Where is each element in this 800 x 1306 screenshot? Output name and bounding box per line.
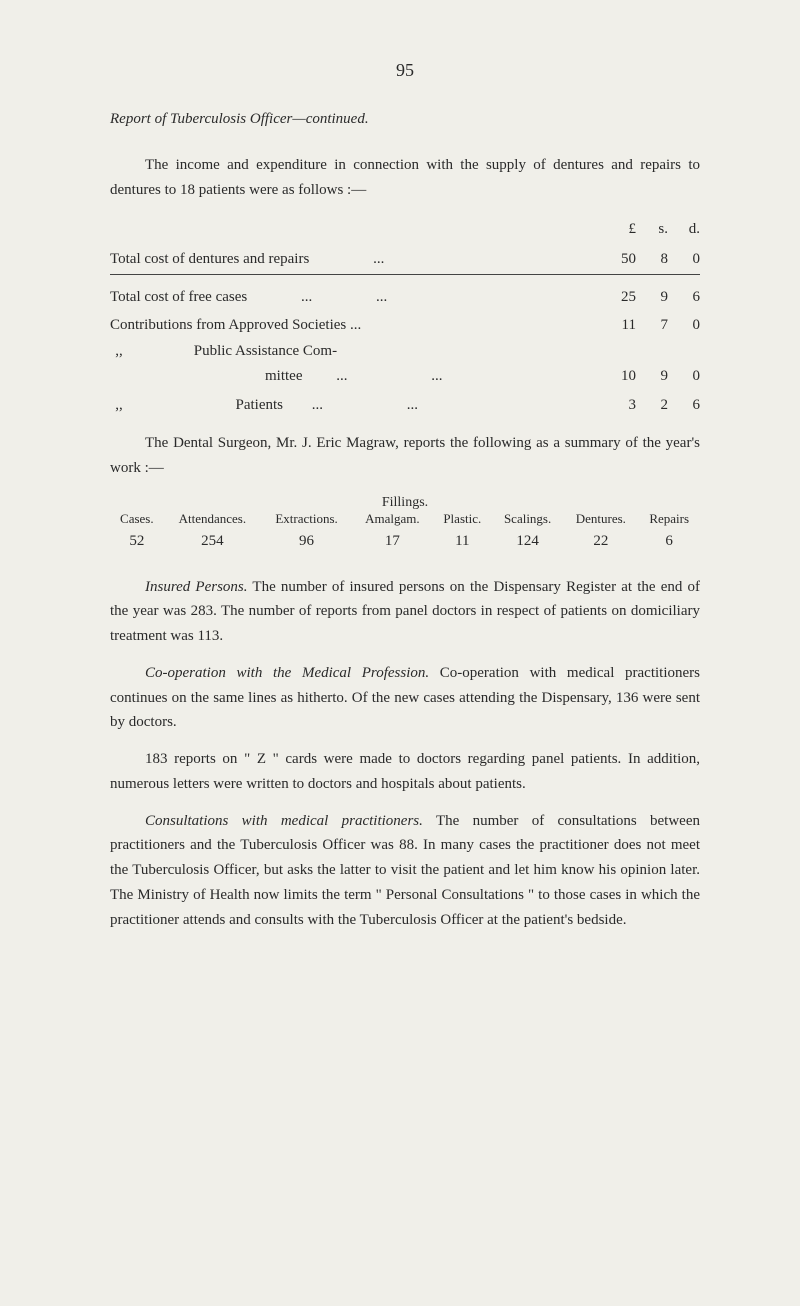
- amount-l: 50: [604, 245, 636, 274]
- ellipsis: ...: [373, 251, 384, 267]
- amount-d: 0: [668, 311, 700, 340]
- row-label: Patients: [236, 397, 284, 413]
- col-header: Extractions.: [261, 511, 352, 533]
- amount-s: 9: [636, 274, 668, 311]
- currency-pence: d.: [668, 215, 700, 246]
- z-cards-paragraph: 183 reports on " Z " cards were made to …: [110, 747, 700, 797]
- ellipsis: ...: [301, 289, 312, 305]
- ellipsis: ...: [431, 368, 442, 384]
- consultations-paragraph: Consultations with medical practitioners…: [110, 809, 700, 933]
- cell-value: 22: [563, 533, 638, 550]
- section-header: Report of Tuberculosis Officer—continued…: [110, 111, 700, 128]
- col-header: Dentures.: [563, 511, 638, 533]
- fillings-header: Fillings.: [110, 495, 700, 511]
- row-label: Public Assistance Com-: [194, 340, 337, 363]
- col-header: Scalings.: [492, 511, 563, 533]
- amount-s: 7: [636, 311, 668, 340]
- cell-value: 11: [433, 533, 492, 550]
- cell-value: 52: [110, 533, 164, 550]
- ellipsis: ...: [336, 368, 347, 384]
- row-label: Total cost of free cases: [110, 289, 247, 305]
- para-lead: Consultations with medical practitioners…: [145, 813, 423, 829]
- cell-value: 17: [352, 533, 433, 550]
- amount-d: 0: [668, 245, 700, 274]
- table-row: Total cost of free cases ... ... 25 9 6: [110, 274, 700, 311]
- col-header: Repairs: [638, 511, 700, 533]
- ellipsis: ...: [376, 289, 387, 305]
- table-row: Total cost of dentures and repairs ... 5…: [110, 245, 700, 274]
- table-row: mittee ... ... 10 9 0: [110, 362, 700, 391]
- amount-d: 6: [668, 274, 700, 311]
- intro-paragraph: The income and expenditure in connection…: [110, 153, 700, 203]
- amount-d: 6: [668, 391, 700, 420]
- row-label: Total cost of dentures and repairs: [110, 251, 309, 267]
- cooperation-paragraph: Co-operation with the Medical Profession…: [110, 661, 700, 735]
- ellipsis: ...: [312, 397, 323, 413]
- insured-paragraph: Insured Persons. The number of insured p…: [110, 575, 700, 649]
- amount-s: 9: [636, 362, 668, 391]
- para-lead: Insured Persons.: [145, 579, 248, 595]
- ellipsis: ...: [407, 397, 418, 413]
- amount-s: 8: [636, 245, 668, 274]
- cell-value: 254: [164, 533, 261, 550]
- table-row: ,, Public Assistance Com-: [110, 340, 700, 363]
- amount-s: 2: [636, 391, 668, 420]
- currency-pound: £: [604, 215, 636, 246]
- row-label: mittee: [265, 368, 303, 384]
- stats-table: Cases. Attendances. Extractions. Amalgam…: [110, 511, 700, 550]
- col-header: Attendances.: [164, 511, 261, 533]
- col-header: Cases.: [110, 511, 164, 533]
- cell-value: 6: [638, 533, 700, 550]
- cell-value: 96: [261, 533, 352, 550]
- col-header: Amalgam.: [352, 511, 433, 533]
- page-number: 95: [110, 60, 700, 81]
- amount-d: 0: [668, 362, 700, 391]
- table-row: Cases. Attendances. Extractions. Amalgam…: [110, 511, 700, 533]
- table-row: Contributions from Approved Societies ..…: [110, 311, 700, 340]
- amount-l: 10: [604, 362, 636, 391]
- row-label: Contributions from Approved Societies ..…: [110, 317, 361, 333]
- amount-l: 25: [604, 274, 636, 311]
- amount-l: 3: [604, 391, 636, 420]
- col-header: Plastic.: [433, 511, 492, 533]
- cell-value: 124: [492, 533, 563, 550]
- para-text: The number of consultations between prac…: [110, 813, 700, 928]
- table-row: £ s. d.: [110, 215, 700, 246]
- currency-shilling: s.: [636, 215, 668, 246]
- ditto-mark: ,,: [110, 391, 128, 420]
- surgeon-paragraph: The Dental Surgeon, Mr. J. Eric Magraw, …: [110, 431, 700, 481]
- financial-table: £ s. d. Total cost of dentures and repai…: [110, 215, 700, 420]
- table-row: 52 254 96 17 11 124 22 6: [110, 533, 700, 550]
- ditto-mark: ,,: [110, 340, 128, 363]
- table-row: ,, Patients ... ... 3 2 6: [110, 391, 700, 420]
- para-lead: Co-operation with the Medical Profession…: [145, 665, 429, 681]
- amount-l: 11: [604, 311, 636, 340]
